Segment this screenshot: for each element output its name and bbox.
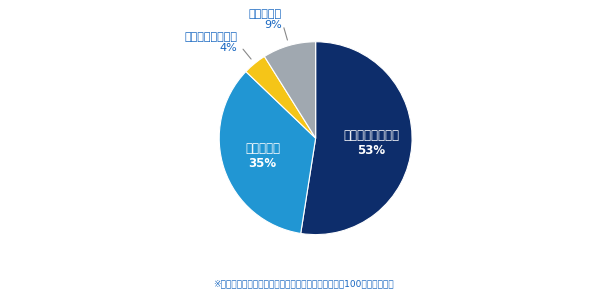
- Text: 選考辞退が増えた
53%: 選考辞退が増えた 53%: [344, 128, 399, 156]
- Text: 選考辞退が減った
4%: 選考辞退が減った 4%: [185, 32, 237, 53]
- Wedge shape: [219, 72, 316, 233]
- Text: ※小数点以下を四捨五入してるため、必ずしも合計が100にならない。: ※小数点以下を四捨五入してるため、必ずしも合計が100にならない。: [213, 279, 394, 288]
- Wedge shape: [265, 42, 316, 138]
- Wedge shape: [246, 56, 316, 138]
- Text: 分からない
9%: 分からない 9%: [248, 9, 282, 30]
- Wedge shape: [300, 42, 412, 235]
- Text: 変化はない
35%: 変化はない 35%: [245, 142, 280, 170]
